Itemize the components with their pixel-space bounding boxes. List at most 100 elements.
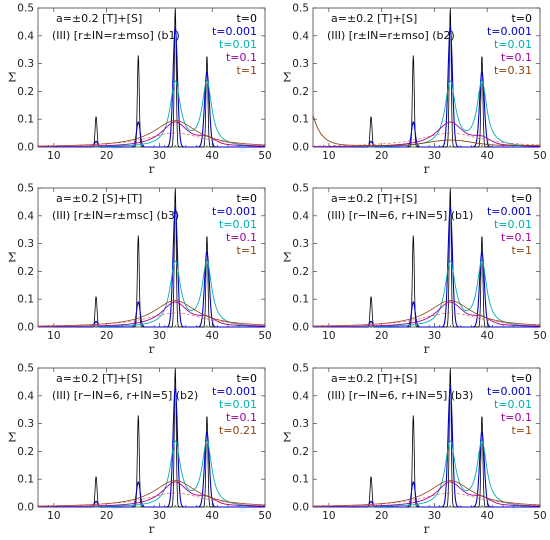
- chart-panel-4: 10 20 30 40 50 0.0 0.1 0.2 0.3 0.4 0.5 r Σa=±0.2 [T]…: [283, 183, 547, 357]
- legend-entry-5: t=1: [511, 244, 532, 257]
- y-axis-label: Σ: [283, 71, 291, 85]
- series-broad-line: [312, 492, 541, 507]
- series-t001-line: [313, 260, 541, 328]
- legend-entry-4: t=0.1: [501, 411, 532, 424]
- series-t001-line: [38, 260, 266, 328]
- x-tick-label: 30: [428, 150, 441, 162]
- y-tick-label: 0.0: [292, 322, 309, 334]
- x-tick-label: 50: [258, 150, 271, 162]
- series-t01-line: [37, 481, 265, 508]
- y-tick-label: 0.2: [292, 446, 309, 458]
- panel-annotation-line1: a=±0.2 [T]+[S]: [331, 12, 417, 25]
- legend-entry-4: t=0.1: [226, 51, 257, 64]
- series-broad-line: [37, 492, 266, 507]
- panel-annotation-line1: a=±0.2 [S]+[T]: [56, 192, 142, 205]
- legend-entry-1: t=0: [236, 12, 257, 25]
- y-tick-label: 0.1: [17, 474, 34, 486]
- y-tick-label: 0.4: [17, 210, 34, 222]
- legend-entry-1: t=0: [511, 372, 532, 385]
- series-t001-line: [313, 440, 541, 508]
- legend-entry-5: t=1: [511, 424, 532, 437]
- x-tick-label: 20: [375, 330, 388, 342]
- series-t01-line: [312, 301, 540, 328]
- legend-entry-3: t=0.01: [219, 398, 257, 411]
- x-tick-label: 20: [100, 330, 113, 342]
- y-tick-label: 0.3: [292, 238, 309, 250]
- x-tick-label: 40: [206, 150, 219, 162]
- y-tick-label: 0.3: [292, 58, 309, 70]
- panel-annotation-line2: (III) [r±IN=r±mso] (b2): [327, 29, 455, 42]
- y-tick-label: 0.4: [17, 30, 34, 42]
- legend-entry-2: t=0.001: [212, 205, 257, 218]
- legend-entry-5: t=1: [236, 244, 257, 257]
- y-tick-label: 0.2: [17, 86, 34, 98]
- series-t01-line: [37, 301, 265, 328]
- y-tick-label: 0.0: [292, 502, 309, 514]
- x-axis-label: r: [149, 522, 155, 536]
- y-tick-label: 0.1: [292, 474, 309, 486]
- chart-panel-5: 10 20 30 40 50 0.0 0.1 0.2 0.3 0.4 0.5 r Σa=±0.2 [T]…: [8, 363, 272, 537]
- x-tick-label: 50: [533, 510, 546, 522]
- x-axis-label: r: [424, 342, 430, 356]
- y-tick-label: 0.2: [292, 266, 309, 278]
- y-tick-label: 0.5: [17, 3, 34, 15]
- legend-entry-4: t=0.1: [501, 51, 532, 64]
- y-tick-label: 0.4: [292, 390, 309, 402]
- legend-entry-3: t=0.01: [494, 218, 532, 231]
- legend-entry-1: t=0: [511, 192, 532, 205]
- panel-annotation-line2: (III) [r±IN=r±msc] (b3): [52, 209, 179, 222]
- y-tick-label: 0.1: [292, 114, 309, 126]
- y-tick-label: 0.3: [292, 418, 309, 430]
- legend-entry-3: t=0.01: [219, 218, 257, 231]
- x-tick-label: 30: [428, 330, 441, 342]
- series-t01-line: [312, 121, 540, 148]
- x-axis-label: r: [424, 522, 430, 536]
- panel-annotation-line2: (III) [r−IN=6, r+IN=5] (b2): [52, 389, 198, 402]
- y-tick-label: 0.1: [17, 114, 34, 126]
- y-tick-label: 0.3: [17, 58, 34, 70]
- y-tick-label: 0.4: [292, 30, 309, 42]
- panel-annotation-line1: a=±0.2 [T]+[S]: [56, 12, 142, 25]
- panel-annotation-line2: (III) [r±IN=r±mso] (b1): [52, 29, 180, 42]
- y-axis-label: Σ: [283, 431, 291, 445]
- x-tick-label: 50: [533, 330, 546, 342]
- x-tick-label: 40: [206, 330, 219, 342]
- y-tick-label: 0.5: [17, 363, 34, 375]
- legend-entry-3: t=0.01: [219, 38, 257, 51]
- y-tick-label: 0.1: [292, 294, 309, 306]
- x-tick-label: 20: [100, 510, 113, 522]
- y-axis-label: Σ: [8, 251, 16, 265]
- y-tick-label: 0.0: [17, 322, 34, 334]
- y-tick-label: 0.4: [292, 210, 309, 222]
- y-tick-label: 0.2: [292, 86, 309, 98]
- x-tick-label: 40: [481, 510, 494, 522]
- legend-entry-2: t=0.001: [487, 205, 532, 218]
- x-tick-label: 20: [375, 510, 388, 522]
- panel-annotation-line1: a=±0.2 [T]+[S]: [331, 372, 417, 385]
- series-broad-line: [37, 132, 266, 147]
- y-tick-label: 0.5: [17, 183, 34, 195]
- y-axis-label: Σ: [8, 431, 16, 445]
- x-tick-label: 20: [100, 150, 113, 162]
- series-t001-line: [38, 440, 266, 508]
- x-tick-label: 10: [47, 510, 60, 522]
- x-tick-label: 30: [428, 510, 441, 522]
- x-tick-label: 10: [47, 330, 60, 342]
- legend-entry-1: t=0: [511, 12, 532, 25]
- legend-entry-4: t=0.1: [226, 231, 257, 244]
- x-tick-label: 50: [258, 510, 271, 522]
- legend-entry-5: t=0.21: [219, 424, 257, 437]
- series-t001-line: [313, 80, 541, 148]
- x-axis-label: r: [149, 162, 155, 176]
- y-axis-label: Σ: [283, 251, 291, 265]
- x-tick-label: 40: [481, 330, 494, 342]
- series-broad-line: [312, 132, 541, 147]
- y-tick-label: 0.0: [292, 142, 309, 154]
- legend-entry-4: t=0.1: [226, 411, 257, 424]
- legend-entry-5: t=0.31: [494, 64, 532, 77]
- x-tick-label: 10: [47, 150, 60, 162]
- x-tick-label: 30: [153, 330, 166, 342]
- series-tfinal-line: [312, 114, 540, 147]
- y-tick-label: 0.5: [292, 363, 309, 375]
